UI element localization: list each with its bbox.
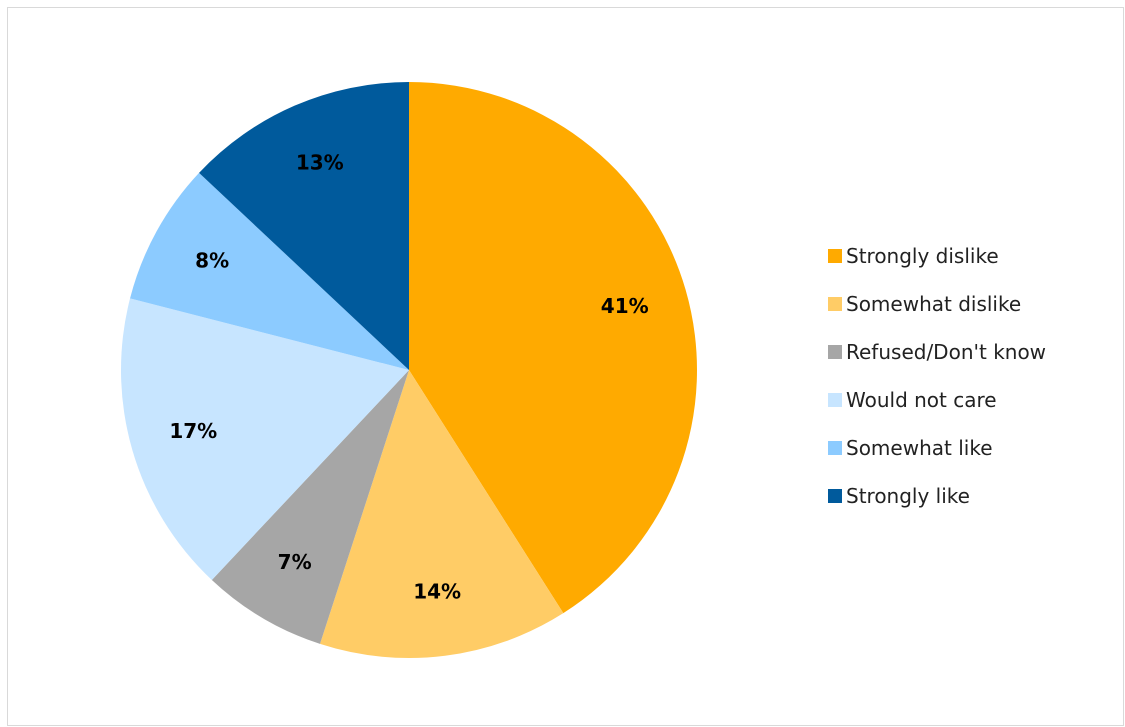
legend-swatch <box>828 345 842 359</box>
data-label-refused-don-t-know: 7% <box>278 550 312 574</box>
legend-item-strongly-like: Strongly like <box>828 472 1046 520</box>
legend-swatch <box>828 489 842 503</box>
data-label-somewhat-dislike: 14% <box>413 579 461 603</box>
data-label-strongly-like: 13% <box>296 150 344 174</box>
data-label-somewhat-like: 8% <box>195 248 229 272</box>
legend-item-somewhat-like: Somewhat like <box>828 424 1046 472</box>
legend-label: Somewhat like <box>846 436 993 460</box>
pie-slice-somewhat-dislike <box>320 370 564 658</box>
pie-slice-would-not-care <box>121 298 410 580</box>
legend-item-somewhat-dislike: Somewhat dislike <box>828 280 1046 328</box>
legend-label: Somewhat dislike <box>846 292 1022 316</box>
legend-item-strongly-dislike: Strongly dislike <box>828 232 1046 280</box>
legend-item-refused-don-t-know: Refused/Don't know <box>828 328 1046 376</box>
pie-slice-strongly-dislike <box>409 82 698 614</box>
legend-label: Strongly dislike <box>846 244 999 268</box>
data-label-would-not-care: 17% <box>169 419 217 443</box>
legend-swatch <box>828 297 842 311</box>
legend: Strongly dislike Somewhat dislike Refused/… <box>828 232 1046 520</box>
data-label-strongly-dislike: 41% <box>601 294 649 318</box>
legend-label: Would not care <box>846 388 997 412</box>
pie-slice-strongly-like <box>199 82 409 370</box>
pie-data-labels: 41% 14% 7% 17% 8% 13% <box>169 150 648 603</box>
pie-slices <box>121 82 698 658</box>
pie-slice-refused-don-t-know <box>211 370 409 644</box>
legend-swatch <box>828 393 842 407</box>
pie-slice-somewhat-like <box>130 172 410 370</box>
legend-swatch <box>828 441 842 455</box>
legend-item-would-not-care: Would not care <box>828 376 1046 424</box>
legend-label: Refused/Don't know <box>846 340 1047 364</box>
legend-swatch <box>828 249 842 263</box>
legend-label: Strongly like <box>846 484 970 508</box>
